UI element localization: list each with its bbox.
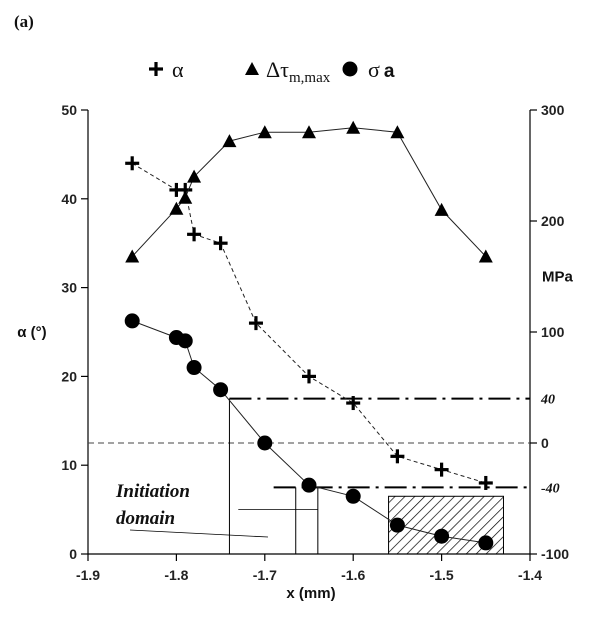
x-tick-label: -1.4 [518, 567, 542, 583]
data-point-triangle [434, 202, 449, 216]
legend-label-a: a [384, 61, 395, 82]
y-tick-label: 30 [61, 280, 77, 296]
data-point-cross [478, 475, 493, 490]
series-line-cross [131, 162, 486, 484]
data-point-circle [177, 333, 193, 349]
legend-marker-triangle [245, 62, 259, 75]
y-tick-label: 10 [61, 457, 77, 473]
data-point-triangle [390, 125, 405, 139]
y2-tick-label: 100 [541, 324, 565, 340]
data-point-cross [390, 449, 405, 464]
legend-label-sigma: σ [368, 57, 380, 82]
data-point-cross [346, 396, 361, 411]
data-point-circle [478, 535, 494, 551]
data-point-cross [434, 462, 449, 477]
annotation-line-1: Initiation [115, 481, 190, 502]
y-tick-label: 20 [61, 368, 77, 384]
data-point-cross [302, 369, 316, 384]
data-point-circle [345, 488, 361, 504]
legend-marker-cross [149, 62, 163, 76]
data-point-circle [213, 382, 229, 398]
data-point-cross [213, 236, 228, 251]
data-point-cross [187, 227, 202, 242]
data-point-circle [186, 360, 202, 376]
data-point-circle [301, 477, 317, 493]
data-point-triangle [178, 190, 193, 204]
x-tick-label: -1.8 [164, 567, 188, 583]
reference-level-label: 40 [540, 393, 555, 408]
annotation-line-2: domain [116, 508, 175, 529]
data-point-triangle [125, 249, 140, 263]
y-axis-label: α (°) [17, 324, 46, 341]
data-point-triangle [302, 125, 316, 139]
data-point-circle [389, 517, 405, 533]
y2-tick-label: 300 [541, 102, 565, 118]
legend-marker-circle [342, 61, 358, 77]
y-tick-label: 0 [69, 546, 77, 562]
y2-axis-label: MPa [542, 269, 574, 286]
data-point-circle [434, 528, 450, 544]
data-point-triangle [346, 120, 361, 134]
data-point-triangle [187, 169, 202, 183]
x-axis-label: x (mm) [286, 585, 335, 602]
y2-tick-label: 0 [541, 435, 549, 451]
data-point-circle [124, 313, 140, 329]
x-tick-label: -1.5 [430, 567, 454, 583]
data-point-cross [248, 316, 263, 331]
annotation-pointer [129, 529, 269, 538]
panel-label: (a) [14, 12, 34, 31]
y-tick-label: 40 [61, 191, 77, 207]
data-point-triangle [478, 249, 493, 263]
legend-label-base: Δτ [266, 57, 289, 82]
legend-label-triangle: Δτm,max [266, 57, 331, 86]
data-point-triangle [222, 134, 237, 148]
y2-tick-label: 200 [541, 213, 565, 229]
legend-label-cross: α [172, 57, 184, 82]
y2-tick-label: -100 [541, 546, 569, 562]
x-tick-label: -1.7 [253, 567, 277, 583]
data-point-circle [257, 435, 273, 451]
y-tick-label: 50 [61, 102, 77, 118]
reference-level-label: -40 [541, 481, 560, 496]
data-point-cross [125, 156, 140, 171]
x-tick-label: -1.6 [341, 567, 365, 583]
legend-label-sub: m,max [289, 70, 331, 86]
data-point-triangle [169, 201, 184, 215]
data-point-triangle [257, 125, 272, 139]
x-tick-label: -1.9 [76, 567, 100, 583]
